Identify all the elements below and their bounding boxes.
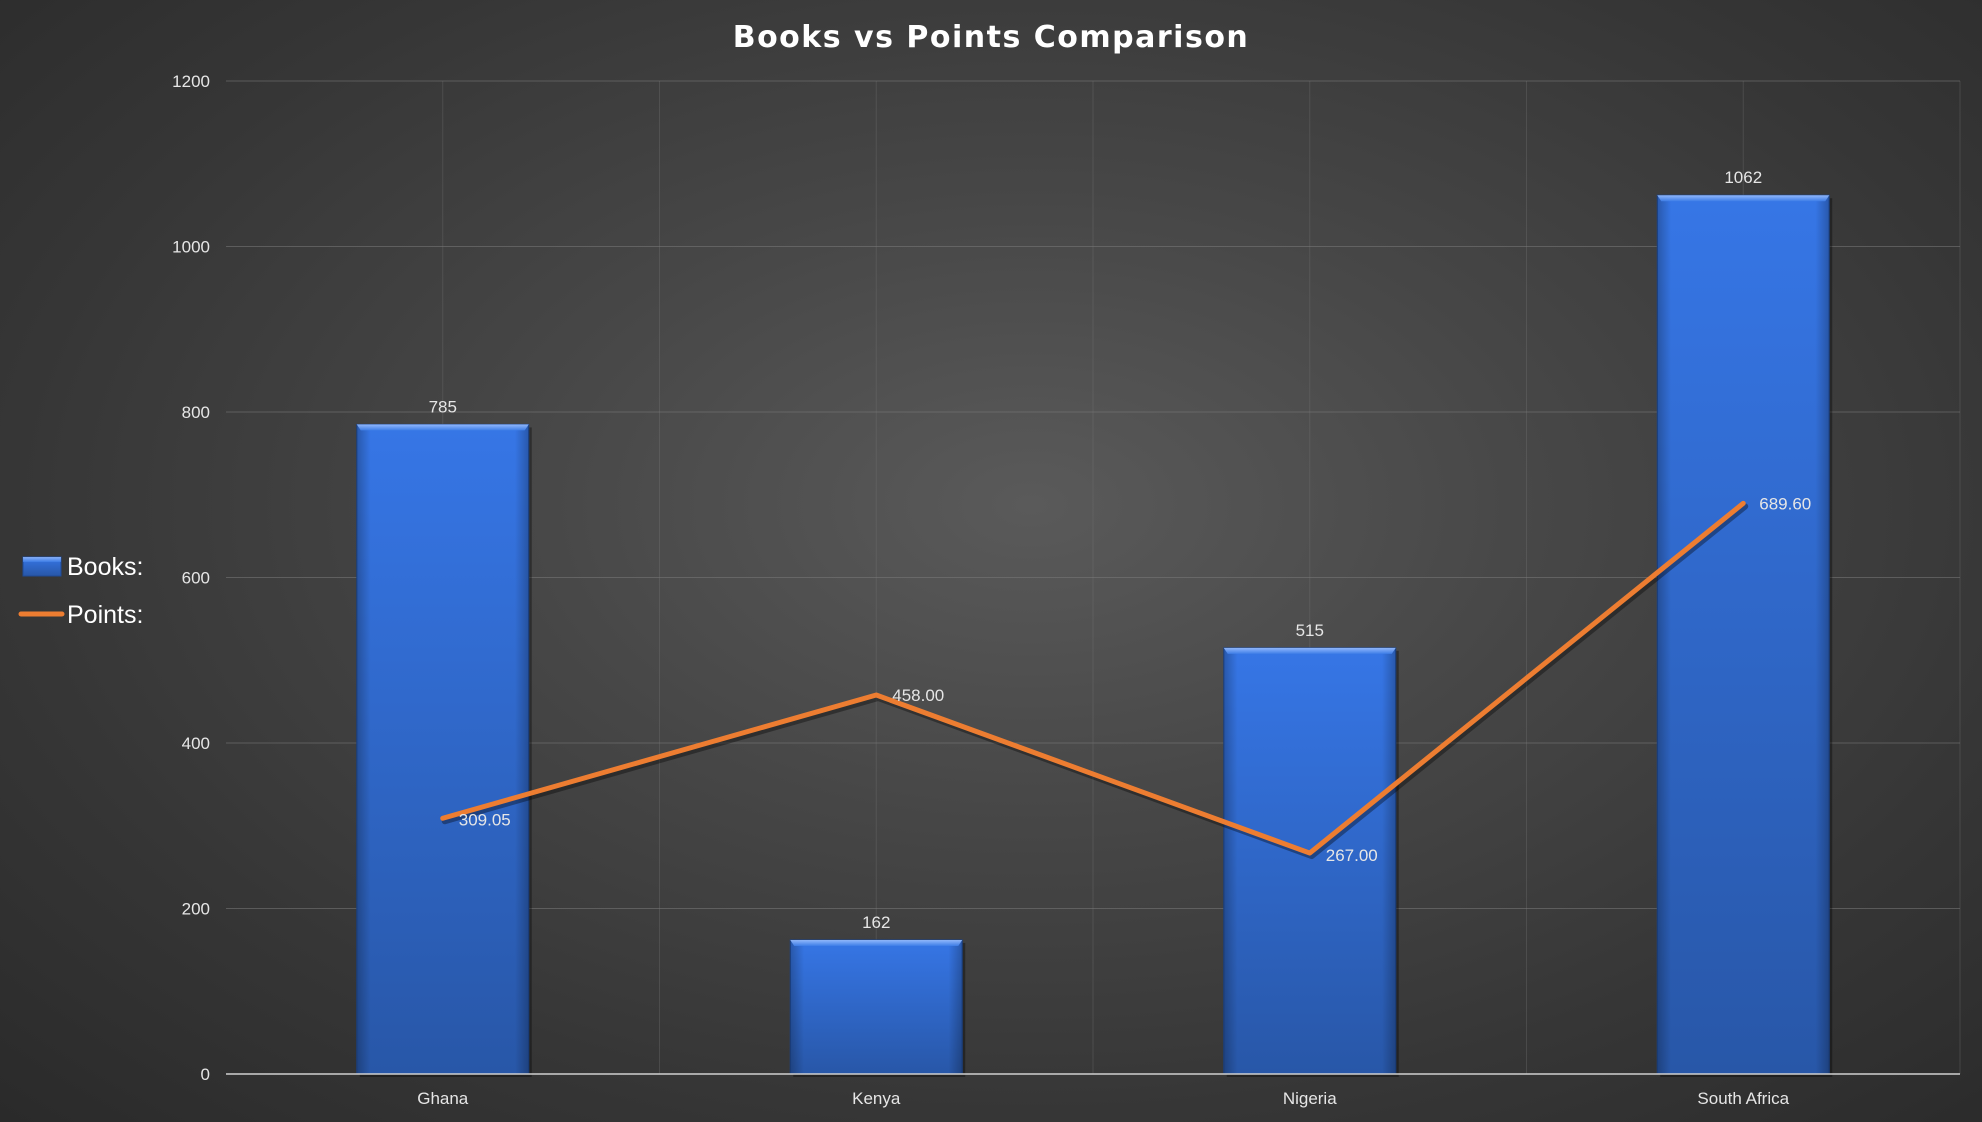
x-tick-label: Nigeria [1283, 1089, 1337, 1108]
data-labels: 785 162 515 1062 309.05 458.00 267.00 689.60 [429, 168, 1812, 932]
x-tick-label: Ghana [417, 1089, 469, 1108]
y-tick-label: 800 [182, 403, 210, 422]
x-tick-label: South Africa [1697, 1089, 1789, 1108]
line-series [440, 500, 1749, 860]
axes: 0 200 400 600 800 1000 1200 Ghana Kenya Nigeria So… [172, 72, 1960, 1108]
point-value-label: 689.60 [1759, 494, 1811, 513]
bar-value-label: 785 [429, 397, 457, 416]
legend-item-points: Points: [18, 601, 143, 629]
bar-value-label: 1062 [1724, 168, 1762, 187]
x-tick-label: Kenya [852, 1089, 901, 1108]
bar-kenya [789, 939, 966, 1077]
y-tick-label: 600 [182, 569, 210, 588]
legend-item-books: Books: [22, 553, 143, 581]
y-tick-label: 0 [201, 1065, 210, 1084]
bar-ghana [356, 423, 532, 1078]
legend: Books: Points: [18, 553, 143, 629]
point-value-label: 267.00 [1326, 846, 1378, 865]
point-value-label: 458.00 [892, 686, 944, 705]
point-value-label: 309.05 [459, 810, 511, 829]
points-line [440, 500, 1746, 856]
bar-value-label: 515 [1296, 621, 1324, 640]
y-tick-label: 1200 [172, 72, 210, 91]
legend-label-books: Books: [67, 553, 143, 581]
y-tick-label: 200 [182, 900, 210, 919]
bar-nigeria [1223, 647, 1399, 1077]
chart-title: Books vs Points Comparison [733, 20, 1250, 55]
legend-label-points: Points: [67, 601, 143, 629]
bar-value-label: 162 [862, 913, 890, 932]
bar-series [356, 194, 1833, 1078]
y-tick-label: 1000 [172, 238, 210, 257]
y-tick-label: 400 [182, 734, 210, 753]
bar-south-africa [1656, 194, 1833, 1077]
